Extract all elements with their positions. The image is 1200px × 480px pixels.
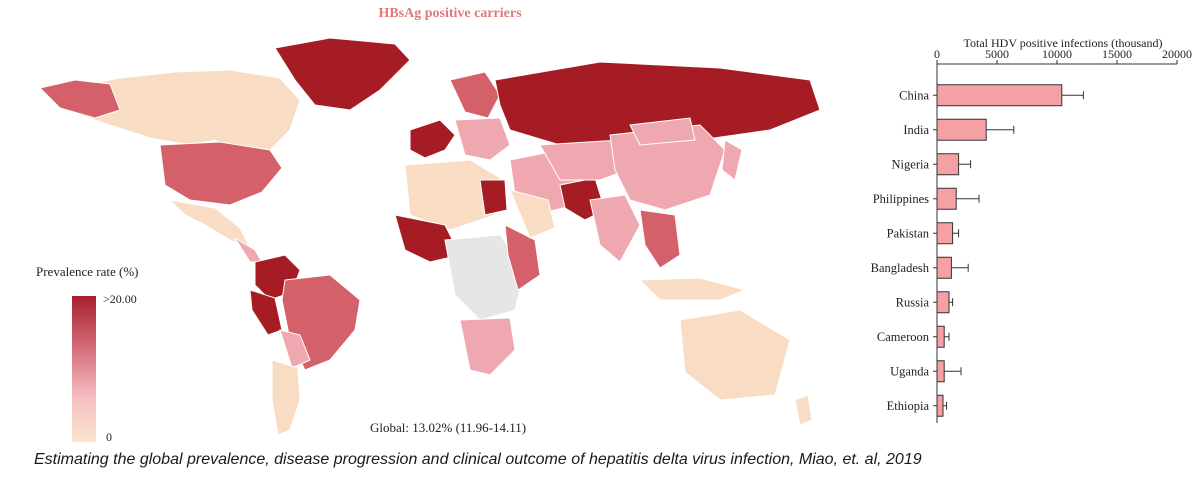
bar (936, 325, 945, 348)
bar (936, 118, 987, 141)
country-greenland (274, 37, 411, 111)
world-map-panel: HBsAg positive carriers Prevalence rate … (36, 6, 821, 444)
bar (936, 84, 1063, 107)
bar (936, 394, 944, 417)
category-label: Nigeria (892, 157, 930, 171)
country-new-zealand (794, 394, 813, 426)
bar (936, 222, 954, 245)
country-mongolia (629, 117, 696, 146)
hdv-bar-chart: Total HDV positive infections (thousand)… (871, 36, 1192, 423)
country-west-africa (394, 214, 461, 263)
country-australia (679, 309, 791, 401)
country-argentina-chile (271, 359, 301, 436)
bar (936, 153, 960, 176)
world-map (39, 37, 821, 436)
legend-max-label: >20.00 (103, 292, 137, 306)
x-tick-label: 0 (934, 47, 940, 61)
country-southeast-asia (639, 209, 681, 269)
country-western-europe (409, 119, 456, 159)
x-tick-label: 5000 (985, 47, 1009, 61)
category-label: Uganda (890, 364, 929, 378)
country-alaska (39, 79, 121, 119)
figure-caption: Estimating the global prevalence, diseas… (34, 451, 922, 468)
bar (936, 291, 950, 314)
country-southern-africa (459, 317, 516, 376)
country-north-africa (404, 159, 501, 231)
bar (936, 360, 945, 383)
country-egypt (479, 179, 508, 216)
legend-title: Prevalence rate (%) (36, 264, 139, 279)
country-eastern-europe (454, 117, 511, 161)
country-indonesia (638, 277, 747, 301)
category-label: Russia (896, 295, 930, 309)
category-label: Philippines (873, 192, 929, 206)
country-russia (494, 61, 821, 151)
country-central-africa (444, 234, 526, 321)
legend-gradient-bar (72, 296, 96, 442)
country-central-america (234, 237, 263, 263)
category-label: Bangladesh (871, 261, 930, 275)
country-arabia (509, 189, 556, 239)
country-peru (249, 289, 283, 336)
legend-min-label: 0 (106, 430, 112, 444)
map-title: HBsAg positive carriers (378, 6, 522, 21)
bar (936, 187, 957, 210)
country-bolivia-paraguay (279, 329, 311, 369)
category-label: Pakistan (887, 226, 930, 240)
x-tick-label: 10000 (1042, 47, 1072, 61)
category-label: India (903, 123, 929, 137)
hdv-bar-chart-panel: Total HDV positive infections (thousand)… (840, 28, 1200, 448)
country-china (609, 124, 726, 211)
country-india (589, 194, 641, 263)
x-tick-label: 20000 (1162, 47, 1192, 61)
bar (936, 256, 952, 279)
country-scandinavia (449, 71, 501, 119)
category-label: Ethiopia (887, 399, 930, 413)
country-usa (159, 141, 283, 206)
category-label: Cameroon (877, 330, 930, 344)
category-label: China (899, 88, 929, 102)
chart-title: Total HDV positive infections (thousand) (964, 36, 1163, 50)
x-tick-label: 15000 (1102, 47, 1132, 61)
global-prevalence-note: Global: 13.02% (11.96-14.11) (370, 420, 527, 435)
country-japan-korea (721, 139, 743, 181)
